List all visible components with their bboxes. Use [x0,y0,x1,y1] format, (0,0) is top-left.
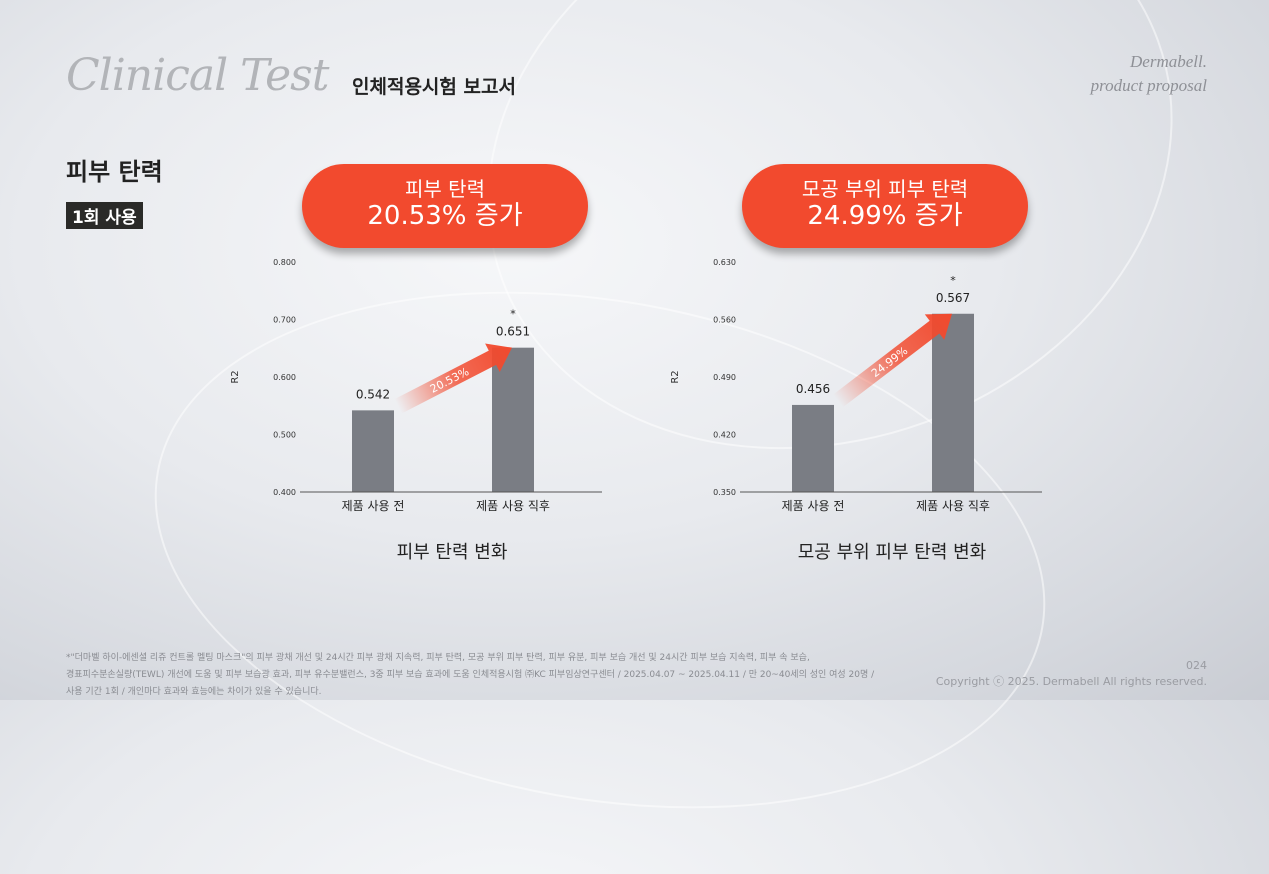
page-number: 024 [1186,659,1207,672]
y-tick-label: 0.490 [713,373,736,382]
footnote-line: 사용 기간 1회 / 개인마다 효과와 효능에는 차이가 있을 수 있습니다. [66,687,322,697]
brand: Dermabell. product proposal [1091,50,1207,98]
footnote-line: *"더마벨 하이-에센셜 리쥬 컨트롤 멜팅 마스크"의 피부 광채 개선 및 … [66,653,810,663]
y-tick-label: 0.700 [273,316,296,325]
brand-tagline: product proposal [1090,76,1207,95]
footnote-line: 경표피수분손실량(TEWL) 개선에 도움 및 피부 보습광 효과, 피부 유수… [66,670,875,680]
x-tick-label: 제품 사용 전 [342,499,405,513]
usage-badge: 1회 사용 [66,202,143,229]
bar [932,313,974,492]
x-tick-label: 제품 사용 전 [782,499,845,513]
page-title: Clinical Test [66,50,329,101]
arrow-shape [833,313,952,408]
page-subtitle: 인체적용시험 보고서 [352,76,516,98]
result-pill: 피부 탄력 20.53% 증가 [302,164,588,248]
x-tick-label: 제품 사용 직후 [916,499,990,513]
footnote: *"더마벨 하이-에센셜 리쥬 컨트롤 멜팅 마스크"의 피부 광채 개선 및 … [66,650,874,701]
brand-name: Dermabell. [1130,52,1207,71]
section-title: 피부 탄력 [66,158,163,186]
pill-value: 20.53% 증가 [367,201,523,231]
bar-value-label: 0.542 [356,387,390,401]
y-tick-label: 0.630 [713,258,736,267]
significance-marker: * [950,274,956,287]
bar [492,347,534,492]
significance-marker: * [510,308,516,321]
y-tick-label: 0.800 [273,258,296,267]
arrow-label: 24.99% [869,344,910,380]
bar [352,410,394,492]
y-tick-label: 0.350 [713,488,736,497]
y-tick-label: 0.400 [273,488,296,497]
y-tick-label: 0.420 [713,431,736,440]
arrow-shape [394,343,513,414]
copyright: Copyright ⓒ 2025. Dermabell All rights r… [935,675,1207,688]
y-tick-label: 0.600 [273,373,296,382]
pill-label: 피부 탄력 [405,177,485,201]
bar-value-label: 0.567 [936,291,970,305]
y-tick-label: 0.500 [273,431,296,440]
chart-title: 피부 탄력 변화 [397,542,508,563]
charts: 0.400 0.500 0.600 0.700 0.800 R2 0.542 제품 사용 전 0… [230,258,1042,563]
bar-value-label: 0.651 [496,325,530,339]
chart-title: 모공 부위 피부 탄력 변화 [798,542,987,563]
result-pill: 모공 부위 피부 탄력 24.99% 증가 [742,164,1028,248]
y-tick-label: 0.560 [713,316,736,325]
page-info: 024 Copyright ⓒ 2025. Dermabell All right… [936,658,1207,690]
bar [792,404,834,492]
pill-label: 모공 부위 피부 탄력 [801,177,969,201]
y-axis-label: R2 [670,370,681,383]
pill-value: 24.99% 증가 [807,201,963,231]
bar-value-label: 0.456 [796,382,830,396]
y-axis-label: R2 [230,370,241,383]
x-tick-label: 제품 사용 직후 [476,499,550,513]
